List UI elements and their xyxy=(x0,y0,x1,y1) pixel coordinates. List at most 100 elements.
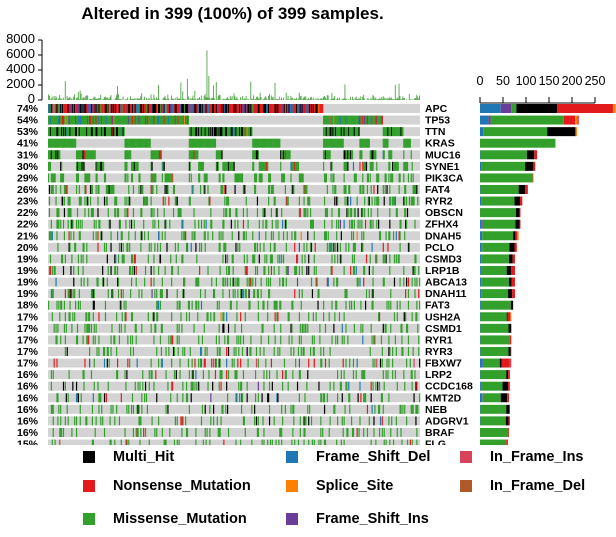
mutation-cell xyxy=(271,138,273,148)
mutation-cell xyxy=(153,104,155,113)
mutation-cell xyxy=(326,242,328,252)
mutation-cell xyxy=(89,104,91,113)
mutation-cell xyxy=(125,138,127,148)
mutation-cell xyxy=(53,115,55,125)
mutation-cell xyxy=(103,358,106,368)
mutation-cell xyxy=(334,184,336,194)
mutation-cell xyxy=(382,184,384,194)
mutation-cell xyxy=(277,104,279,113)
mutation-cell xyxy=(143,219,145,229)
mutation-cell xyxy=(68,370,70,380)
tmb-bar xyxy=(403,97,405,100)
mutation-cell xyxy=(171,358,173,368)
mutation-cell xyxy=(238,173,240,183)
mutation-cell xyxy=(214,370,217,380)
tmb-bar xyxy=(228,99,230,100)
mutation-cell xyxy=(172,115,174,125)
mutation-cell xyxy=(225,404,227,414)
mutation-cell xyxy=(148,104,150,113)
mutation-cell xyxy=(260,104,262,113)
mutation-cell xyxy=(371,115,373,125)
mutation-cell xyxy=(284,370,286,380)
mutation-cell xyxy=(378,427,381,437)
legend-item: Multi_Hit xyxy=(83,449,174,465)
mutation-cell xyxy=(291,323,293,333)
mutation-cell xyxy=(93,381,95,391)
mutation-cell xyxy=(354,127,356,137)
mutation-cell xyxy=(91,416,94,426)
mutation-cell xyxy=(336,138,338,148)
gene-bar-segment xyxy=(480,254,482,264)
mutation-cell xyxy=(110,127,112,137)
mutation-cell xyxy=(247,104,249,113)
mutation-cell xyxy=(58,127,60,137)
mutation-cell xyxy=(48,104,50,113)
mutation-cell xyxy=(317,300,319,310)
mutation-cell xyxy=(207,104,209,113)
mutation-cell xyxy=(107,104,109,113)
mutation-cell xyxy=(217,150,219,160)
tmb-bar xyxy=(164,95,166,100)
mutation-cell xyxy=(156,312,158,322)
mutation-cell xyxy=(125,312,127,322)
mutation-cell xyxy=(393,277,396,287)
mutation-cell xyxy=(225,254,227,264)
matrix-row-background xyxy=(48,231,420,241)
mutation-cell xyxy=(164,196,166,206)
mutation-cell xyxy=(231,161,233,171)
mutation-cell xyxy=(214,104,217,113)
mutation-cell xyxy=(191,381,193,391)
mutation-cell xyxy=(365,161,368,171)
mutation-cell xyxy=(323,346,325,356)
mutation-cell xyxy=(395,416,397,426)
mutation-cell xyxy=(387,370,389,380)
mutation-cell xyxy=(71,427,73,437)
mutation-cell xyxy=(191,300,193,310)
mutation-cell xyxy=(72,104,74,113)
mutation-cell xyxy=(306,265,308,275)
mutation-cell xyxy=(345,115,347,125)
tmb-bar xyxy=(206,50,208,100)
mutation-cell xyxy=(119,104,121,113)
mutation-cell xyxy=(128,138,130,148)
mutation-cell xyxy=(66,404,68,414)
tmb-bar xyxy=(76,97,78,100)
mutation-cell xyxy=(389,219,391,229)
mutation-cell xyxy=(52,138,54,148)
mutation-cell xyxy=(407,289,410,299)
tmb-bar xyxy=(231,96,233,100)
mutation-cell xyxy=(279,104,281,113)
mutation-cell xyxy=(312,346,314,356)
mutation-cell xyxy=(221,404,223,414)
mutation-cell xyxy=(266,370,268,380)
mutation-cell xyxy=(292,370,294,380)
mutation-cell xyxy=(388,300,390,310)
mutation-cell xyxy=(246,346,248,356)
mutation-cell xyxy=(206,312,208,322)
mutation-cell xyxy=(82,127,84,137)
mutation-cell xyxy=(150,184,152,194)
mutation-cell xyxy=(389,265,391,275)
mutation-cell xyxy=(378,219,380,229)
mutation-cell xyxy=(259,138,261,148)
mutation-cell xyxy=(110,404,112,414)
tmb-bar xyxy=(194,90,196,100)
mutation-cell xyxy=(305,323,307,333)
mutation-cell xyxy=(92,231,94,241)
mutation-cell xyxy=(213,416,215,426)
mutation-cell xyxy=(137,427,139,437)
mutation-cell xyxy=(74,127,76,137)
mutation-cell xyxy=(100,231,102,241)
tmb-tick-label: 2000 xyxy=(6,76,35,91)
mutation-cell xyxy=(160,358,162,368)
tmb-bar xyxy=(406,99,407,100)
mutation-cell xyxy=(94,115,96,125)
mutation-cell xyxy=(155,150,157,160)
mutation-cell xyxy=(364,138,367,148)
mutation-cell xyxy=(400,427,402,437)
mutation-cell xyxy=(106,104,108,113)
mutation-cell xyxy=(249,277,251,287)
mutation-cell xyxy=(213,104,215,113)
mutation-cell xyxy=(120,127,122,137)
mutation-cell xyxy=(329,242,331,252)
